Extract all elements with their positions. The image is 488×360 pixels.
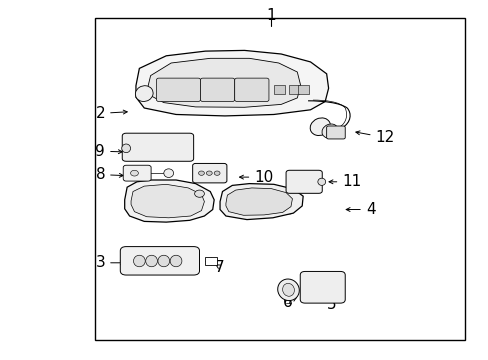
Ellipse shape <box>158 255 169 267</box>
FancyBboxPatch shape <box>156 78 200 102</box>
Ellipse shape <box>198 171 204 175</box>
Ellipse shape <box>122 144 130 153</box>
Ellipse shape <box>194 190 204 197</box>
Ellipse shape <box>277 279 299 301</box>
Text: 9: 9 <box>95 144 122 159</box>
Text: 7: 7 <box>215 260 224 275</box>
Text: 2: 2 <box>95 106 127 121</box>
Ellipse shape <box>214 171 220 175</box>
Polygon shape <box>124 180 214 222</box>
Ellipse shape <box>130 170 138 176</box>
Text: 1: 1 <box>266 8 276 23</box>
Bar <box>95 18 464 340</box>
Bar <box>205 257 217 265</box>
Text: 10: 10 <box>239 170 273 185</box>
Text: 5: 5 <box>322 297 336 312</box>
Bar <box>273 85 284 94</box>
FancyBboxPatch shape <box>200 78 234 102</box>
FancyBboxPatch shape <box>234 78 268 102</box>
Ellipse shape <box>282 283 294 296</box>
Ellipse shape <box>317 178 325 185</box>
Ellipse shape <box>163 169 173 177</box>
Ellipse shape <box>145 255 157 267</box>
Polygon shape <box>225 188 292 215</box>
Ellipse shape <box>206 171 212 175</box>
Polygon shape <box>136 50 328 116</box>
FancyBboxPatch shape <box>192 163 226 183</box>
Text: 8: 8 <box>95 167 123 182</box>
Polygon shape <box>220 184 303 220</box>
FancyBboxPatch shape <box>120 247 199 275</box>
Polygon shape <box>146 58 300 107</box>
FancyBboxPatch shape <box>285 170 322 193</box>
Text: 6: 6 <box>282 295 296 310</box>
Text: 4: 4 <box>346 202 375 217</box>
Bar <box>288 85 299 94</box>
FancyBboxPatch shape <box>122 133 193 161</box>
Text: 12: 12 <box>355 130 394 145</box>
FancyBboxPatch shape <box>300 271 345 303</box>
FancyBboxPatch shape <box>123 165 151 181</box>
Polygon shape <box>131 184 204 218</box>
Ellipse shape <box>133 255 145 267</box>
Ellipse shape <box>170 255 182 267</box>
Text: 11: 11 <box>328 174 361 189</box>
Ellipse shape <box>135 86 153 102</box>
Ellipse shape <box>309 118 330 135</box>
FancyBboxPatch shape <box>326 126 345 139</box>
Bar <box>298 85 308 94</box>
Ellipse shape <box>321 124 338 138</box>
Text: 3: 3 <box>95 255 124 270</box>
